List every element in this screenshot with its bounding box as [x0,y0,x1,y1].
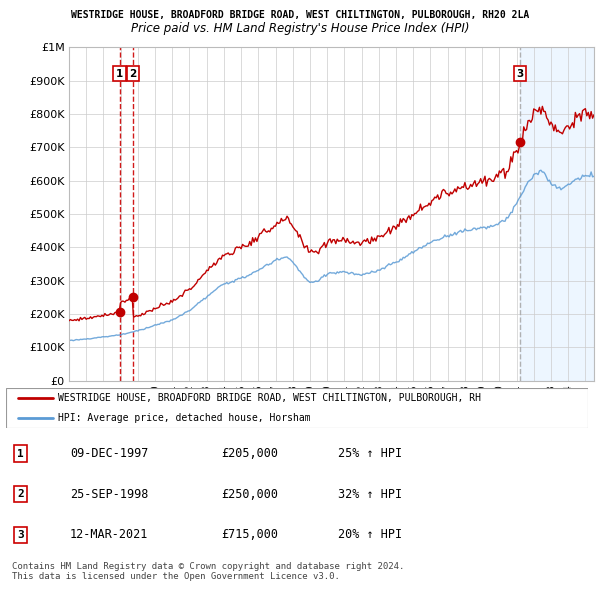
Text: 25-SEP-1998: 25-SEP-1998 [70,487,148,501]
Text: WESTRIDGE HOUSE, BROADFORD BRIDGE ROAD, WEST CHILTINGTON, PULBOROUGH, RH20 2LA: WESTRIDGE HOUSE, BROADFORD BRIDGE ROAD, … [71,10,529,20]
Text: 25% ↑ HPI: 25% ↑ HPI [338,447,402,460]
Text: £205,000: £205,000 [221,447,278,460]
Text: 20% ↑ HPI: 20% ↑ HPI [338,528,402,541]
Text: 1: 1 [116,69,123,79]
Text: 12-MAR-2021: 12-MAR-2021 [70,528,148,541]
Text: WESTRIDGE HOUSE, BROADFORD BRIDGE ROAD, WEST CHILTINGTON, PULBOROUGH, RH: WESTRIDGE HOUSE, BROADFORD BRIDGE ROAD, … [58,394,481,404]
Text: Price paid vs. HM Land Registry's House Price Index (HPI): Price paid vs. HM Land Registry's House … [131,22,469,35]
Text: 2: 2 [130,69,137,79]
Text: 32% ↑ HPI: 32% ↑ HPI [338,487,402,501]
Text: 1: 1 [17,448,24,458]
Text: 2: 2 [17,489,24,499]
Text: £250,000: £250,000 [221,487,278,501]
Text: £715,000: £715,000 [221,528,278,541]
Polygon shape [520,47,594,381]
Text: 3: 3 [516,69,523,79]
Text: 3: 3 [17,530,24,540]
Text: Contains HM Land Registry data © Crown copyright and database right 2024.
This d: Contains HM Land Registry data © Crown c… [12,562,404,581]
Text: HPI: Average price, detached house, Horsham: HPI: Average price, detached house, Hors… [58,413,311,422]
Text: 09-DEC-1997: 09-DEC-1997 [70,447,148,460]
